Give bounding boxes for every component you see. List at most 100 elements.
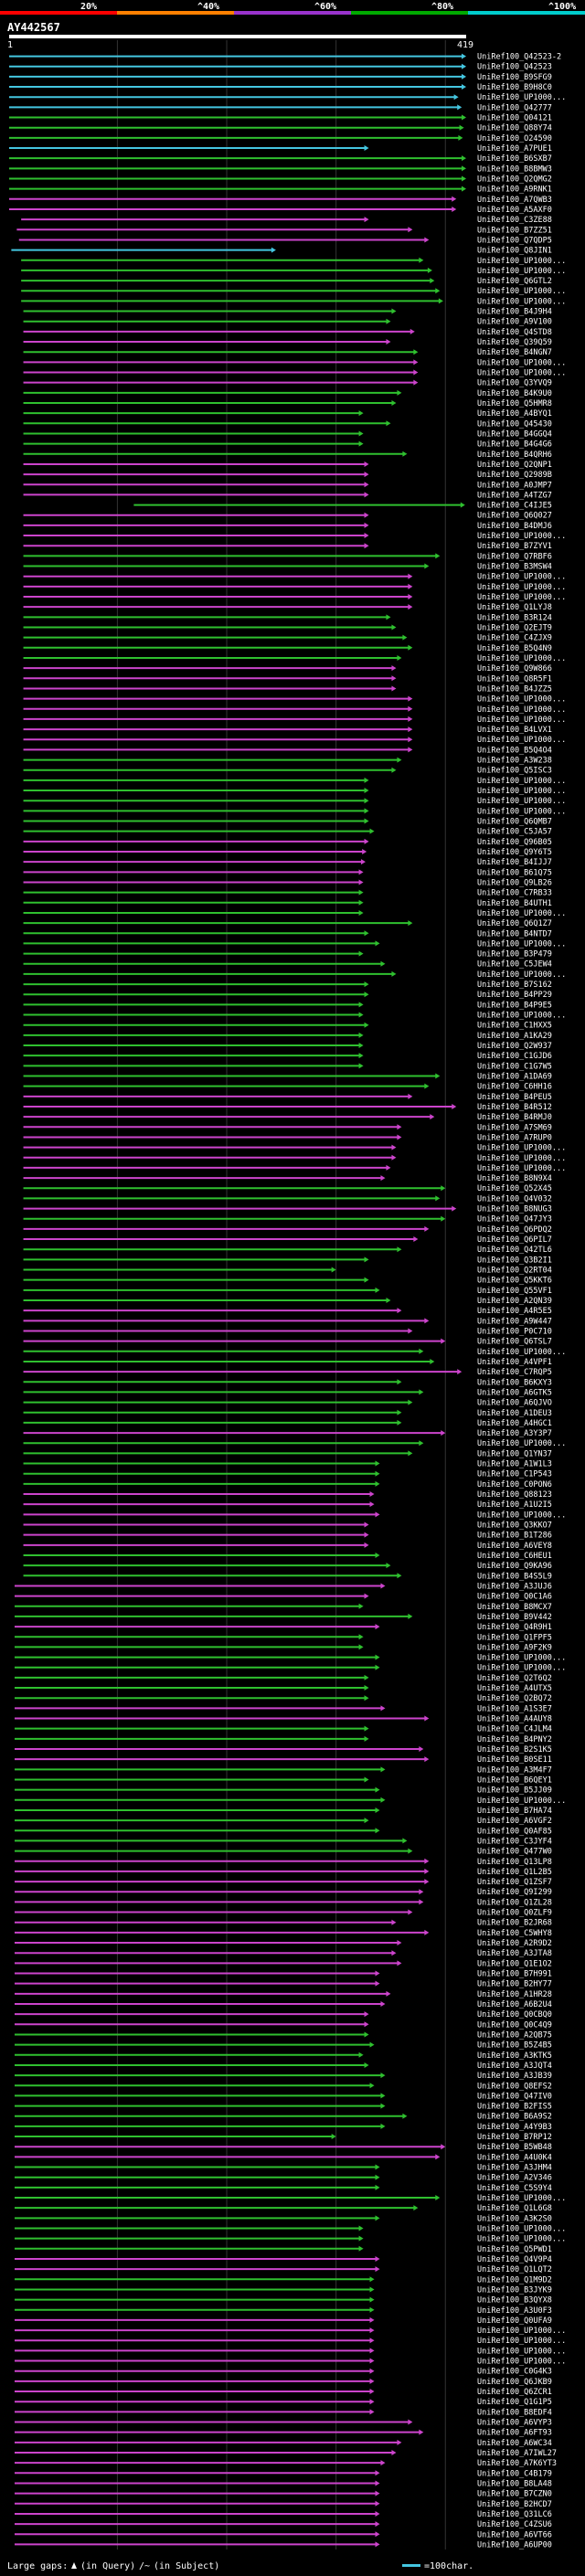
hit-label[interactable]: UniRef100_Q47JY3	[477, 1215, 552, 1224]
hit-label[interactable]: UniRef100_C1HXX5	[477, 1022, 552, 1031]
hit-label[interactable]: UniRef100_A4VPF1	[477, 1358, 552, 1367]
hit-label[interactable]: UniRef100_Q55VF1	[477, 1287, 552, 1296]
hit-label[interactable]: UniRef100_B4GGQ4	[477, 429, 552, 439]
hit-label[interactable]: UniRef100_A6VGF2	[477, 1817, 552, 1826]
hit-label[interactable]: UniRef100_B8MCX7	[477, 1603, 552, 1612]
hit-label[interactable]: UniRef100_Q1G1P5	[477, 2398, 552, 2407]
hit-label[interactable]: UniRef100_A3JUJ6	[477, 1582, 552, 1591]
hit-label[interactable]: UniRef100_B2FIS5	[477, 2103, 552, 2112]
hit-label[interactable]: UniRef100_A1KA29	[477, 1032, 552, 1041]
hit-label[interactable]: UniRef100_C5WHY8	[477, 1929, 552, 1938]
hit-label[interactable]: UniRef100_B4G4G6	[477, 440, 552, 450]
hit-label[interactable]: UniRef100_A7K6YT3	[477, 2459, 557, 2468]
hit-label[interactable]: UniRef100_A6WC34	[477, 2439, 552, 2448]
hit-label[interactable]: UniRef100_UP1000...	[477, 939, 566, 949]
hit-label[interactable]: UniRef100_O24590	[477, 134, 552, 143]
hit-label[interactable]: UniRef100_Q5PWD1	[477, 2245, 552, 2254]
hit-label[interactable]: UniRef100_A6VEY8	[477, 1542, 552, 1551]
hit-label[interactable]: UniRef100_Q9LB26	[477, 878, 552, 887]
hit-label[interactable]: UniRef100_UP1000...	[477, 573, 566, 582]
hit-label[interactable]: UniRef100_UP1000...	[477, 654, 566, 663]
hit-label[interactable]: UniRef100_B7CZN0	[477, 2490, 552, 2499]
hit-label[interactable]: UniRef100_Q1ZL28	[477, 1898, 552, 1907]
hit-label[interactable]: UniRef100_UP1000...	[477, 1164, 566, 1173]
hit-label[interactable]: UniRef100_B4JZZ5	[477, 684, 552, 694]
hit-label[interactable]: UniRef100_B8LA48	[477, 2479, 552, 2488]
hit-label[interactable]: UniRef100_A7PUE1	[477, 144, 552, 154]
hit-label[interactable]: UniRef100_B4P9E5	[477, 1001, 552, 1010]
hit-label[interactable]: UniRef100_B6QEY1	[477, 1776, 552, 1785]
hit-label[interactable]: UniRef100_C1GJD6	[477, 1052, 552, 1061]
hit-label[interactable]: UniRef100_UP1000...	[477, 1154, 566, 1163]
hit-label[interactable]: UniRef100_Q1E1O2	[477, 1959, 552, 1968]
hit-label[interactable]: UniRef100_B7ZZ51	[477, 226, 552, 235]
hit-label[interactable]: UniRef100_A1DEU3	[477, 1409, 552, 1418]
hit-label[interactable]: UniRef100_A3JB39	[477, 2072, 552, 2081]
hit-label[interactable]: UniRef100_Q1M9D2	[477, 2275, 552, 2284]
hit-label[interactable]: UniRef100_Q1YN37	[477, 1449, 552, 1458]
hit-label[interactable]: UniRef100_Q42777	[477, 103, 552, 112]
hit-label[interactable]: UniRef100_Q6ZCR1	[477, 2388, 552, 2397]
hit-label[interactable]: UniRef100_B5Z4B5	[477, 2041, 552, 2051]
hit-label[interactable]: UniRef100_B4NGN7	[477, 348, 552, 357]
hit-label[interactable]: UniRef100_A4BYQ1	[477, 409, 552, 419]
hit-label[interactable]: UniRef100_UP1000...	[477, 93, 566, 102]
hit-label[interactable]: UniRef100_UP1000...	[477, 297, 566, 306]
hit-label[interactable]: UniRef100_C3JYF4	[477, 1837, 552, 1846]
hit-label[interactable]: UniRef100_Q0ZLF9	[477, 1909, 552, 1918]
hit-label[interactable]: UniRef100_B7H991	[477, 1970, 552, 1979]
hit-label[interactable]: UniRef100_Q2989B	[477, 471, 552, 480]
hit-label[interactable]: UniRef100_C1P543	[477, 1470, 552, 1479]
hit-label[interactable]: UniRef100_B4IJJ7	[477, 858, 552, 867]
hit-label[interactable]: UniRef100_A3K2S0	[477, 2214, 552, 2223]
hit-label[interactable]: UniRef100_B8EDF4	[477, 2408, 552, 2417]
hit-label[interactable]: UniRef100_UP1000...	[477, 797, 566, 806]
hit-label[interactable]: UniRef100_A4AUY8	[477, 1715, 552, 1724]
hit-label[interactable]: UniRef100_Q3KKO7	[477, 1521, 552, 1531]
hit-label[interactable]: UniRef100_B4QRH6	[477, 451, 552, 460]
hit-label[interactable]: UniRef100_Q8EFS2	[477, 2082, 552, 2091]
hit-label[interactable]: UniRef100_B4J9H4	[477, 308, 552, 317]
hit-label[interactable]: UniRef100_Q3B2I1	[477, 1256, 552, 1265]
hit-label[interactable]: UniRef100_UP1000...	[477, 909, 566, 918]
hit-label[interactable]: UniRef100_UP1000...	[477, 1348, 566, 1357]
hit-label[interactable]: UniRef100_Q4R9H1	[477, 1623, 552, 1632]
hit-label[interactable]: UniRef100_Q2BQ72	[477, 1694, 552, 1703]
hit-label[interactable]: UniRef100_B4PEU5	[477, 1093, 552, 1102]
hit-label[interactable]: UniRef100_A6VT66	[477, 2530, 552, 2539]
hit-label[interactable]: UniRef100_A3KTK5	[477, 2051, 552, 2061]
hit-label[interactable]: UniRef100_UP1000...	[477, 358, 566, 367]
hit-label[interactable]: UniRef100_UP1000...	[477, 1511, 566, 1520]
hit-label[interactable]: UniRef100_A3JHM4	[477, 2164, 552, 2173]
hit-label[interactable]: UniRef100_Q0C4Q9	[477, 2020, 552, 2030]
hit-label[interactable]: UniRef100_A4TZG7	[477, 491, 552, 500]
hit-label[interactable]: UniRef100_C4ZSU6	[477, 2520, 552, 2529]
hit-label[interactable]: UniRef100_UP1000...	[477, 257, 566, 266]
hit-label[interactable]: UniRef100_Q2W937	[477, 1042, 552, 1051]
hit-label[interactable]: UniRef100_UP1000...	[477, 777, 566, 786]
hit-label[interactable]: UniRef100_UP1000...	[477, 1012, 566, 1021]
hit-label[interactable]: UniRef100_A6UP00	[477, 2540, 552, 2549]
hit-label[interactable]: UniRef100_B4S5L9	[477, 1572, 552, 1581]
hit-label[interactable]: UniRef100_UP1000...	[477, 2347, 566, 2356]
hit-label[interactable]: UniRef100_UP1000...	[477, 1144, 566, 1153]
hit-label[interactable]: UniRef100_UP1000...	[477, 787, 566, 796]
hit-label[interactable]: UniRef100_A2R9D2	[477, 1939, 552, 1948]
hit-label[interactable]: UniRef100_Q96B05	[477, 838, 552, 847]
hit-label[interactable]: UniRef100_Q31LC6	[477, 2510, 552, 2519]
hit-label[interactable]: UniRef100_B9SFG9	[477, 73, 552, 82]
hit-label[interactable]: UniRef100_Q7QDP5	[477, 236, 552, 245]
hit-label[interactable]: UniRef100_UP1000...	[477, 2194, 566, 2203]
hit-label[interactable]: UniRef100_B2S1K5	[477, 1745, 552, 1754]
hit-label[interactable]: UniRef100_B4PNY2	[477, 1735, 552, 1744]
hit-label[interactable]: UniRef100_C4ZJX9	[477, 634, 552, 643]
hit-label[interactable]: UniRef100_UP1000...	[477, 583, 566, 592]
hit-label[interactable]: UniRef100_A2V346	[477, 2174, 552, 2183]
hit-label[interactable]: UniRef100_A7SM69	[477, 1123, 552, 1132]
hit-label[interactable]: UniRef100_B4RMJ0	[477, 1113, 552, 1122]
hit-label[interactable]: UniRef100_Q9Y6T5	[477, 848, 552, 857]
hit-label[interactable]: UniRef100_Q6Q027	[477, 512, 552, 521]
hit-label[interactable]: UniRef100_UP1000...	[477, 267, 566, 276]
hit-label[interactable]: UniRef100_B3JYK9	[477, 2285, 552, 2295]
hit-label[interactable]: UniRef100_Q9W866	[477, 664, 552, 673]
